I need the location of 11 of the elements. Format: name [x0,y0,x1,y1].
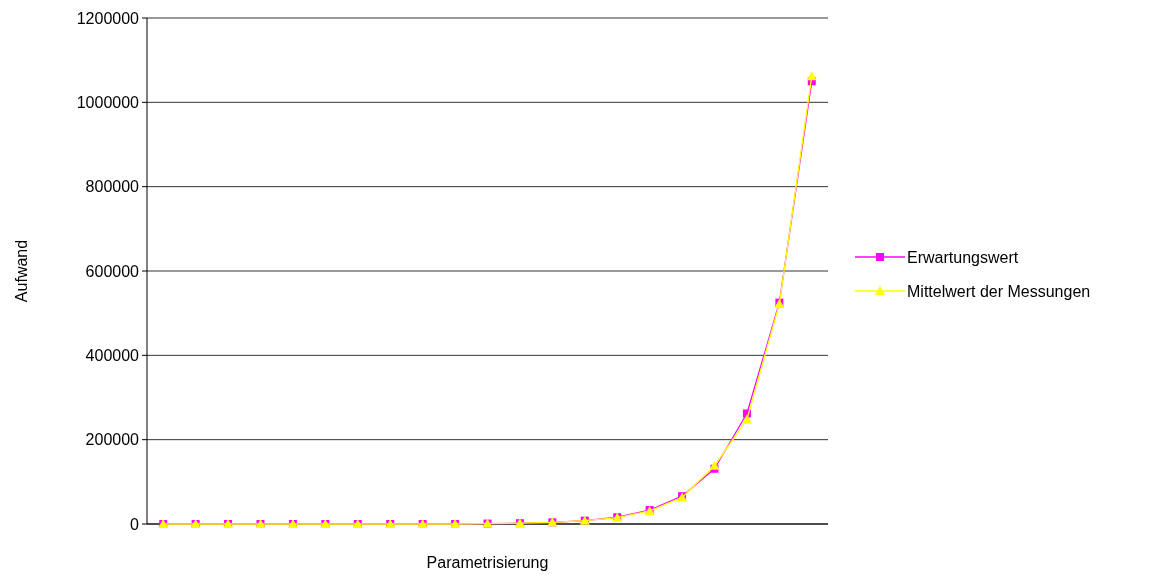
y-axis-title: Aufwand [13,239,30,303]
y-tick-label: 1200000 [76,9,140,27]
y-tick-label: 400000 [85,346,140,364]
y-tick-label: 200000 [85,431,140,449]
y-tick-label: 1000000 [76,93,140,111]
legend-label: Mittelwert der Messungen [907,282,1091,300]
y-tick-label: 800000 [85,178,140,196]
y-tick-label: 600000 [85,262,140,280]
x-axis-title: Parametrisierung [426,554,549,571]
legend-label: Erwartungswert [907,248,1019,266]
y-tick-label: 0 [130,515,140,533]
